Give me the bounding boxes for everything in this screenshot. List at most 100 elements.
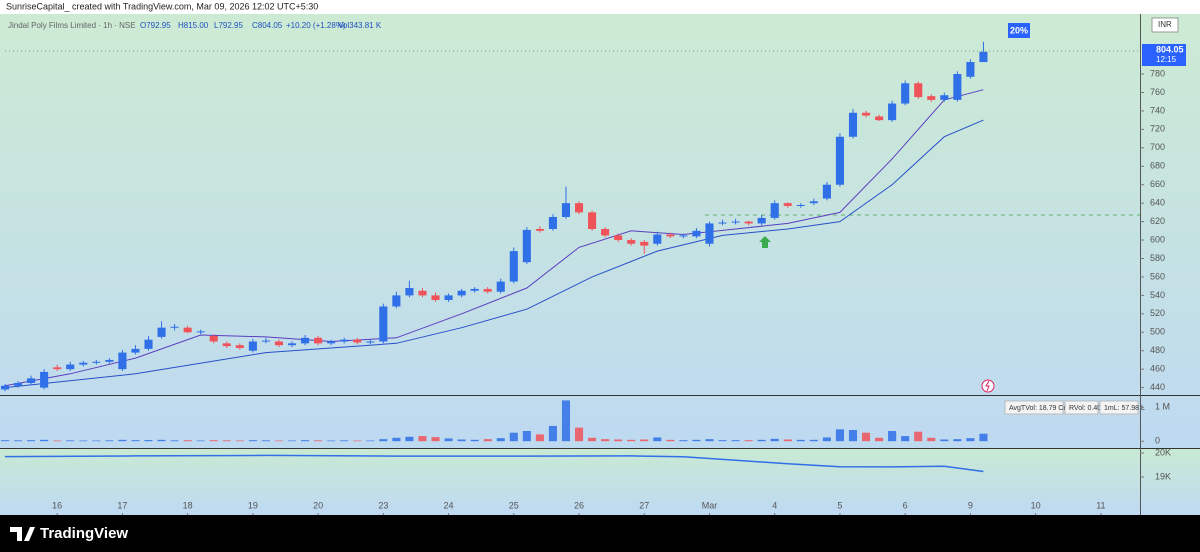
volume-bar — [483, 439, 492, 442]
volume-bar — [496, 438, 505, 442]
candle-body — [783, 203, 792, 206]
candle-body — [561, 203, 571, 217]
candle-body — [588, 212, 597, 229]
volume-bar — [522, 431, 531, 442]
y-tick-label: 660 — [1150, 179, 1165, 189]
background — [0, 0, 1200, 515]
volume-bar — [940, 439, 949, 442]
candle-body — [679, 235, 688, 237]
info-box — [1064, 400, 1099, 415]
candle-body — [248, 341, 257, 351]
volume-bar — [783, 439, 792, 442]
info-box — [1004, 400, 1064, 415]
volume-bar — [561, 400, 571, 442]
volume-bar — [548, 425, 557, 442]
x-tick-label: 23 — [378, 500, 388, 510]
volume-bar — [875, 437, 884, 442]
volume-bar — [248, 440, 257, 442]
volume-bar — [796, 439, 805, 442]
candle-body — [496, 281, 505, 292]
candle-body — [457, 290, 466, 296]
candle-body — [509, 251, 518, 282]
price-tag — [1142, 44, 1186, 66]
volume-bar — [379, 439, 388, 442]
candle-body — [183, 327, 192, 333]
volume-bar — [366, 440, 375, 442]
badge: 20% — [1010, 25, 1028, 35]
watermark: SunriseCapital_ created with TradingView… — [6, 1, 318, 11]
candle-body — [522, 229, 531, 263]
volume-bar — [470, 439, 479, 442]
volume-bar — [92, 440, 101, 442]
legend-change: +10.20 (+1.28%) — [286, 21, 346, 30]
volume-bar — [0, 440, 10, 442]
candle-body — [705, 223, 714, 244]
candle-body — [222, 343, 231, 347]
volume-bar — [301, 440, 310, 442]
candle-body — [640, 241, 649, 246]
volume-bar — [183, 440, 192, 442]
volume-bar — [53, 440, 62, 442]
x-tick-label: 4 — [772, 500, 777, 510]
volume-bar — [705, 439, 714, 442]
candle-body — [27, 378, 36, 384]
volume-bar — [666, 439, 675, 442]
volume-bar — [261, 440, 270, 442]
candle-body — [614, 235, 623, 241]
volume-bar — [79, 440, 88, 442]
candle-body — [353, 339, 362, 343]
candle-body — [405, 288, 414, 296]
volume-info: RVol: 0.40 — [1069, 405, 1101, 412]
indicator-tick-label: 19K — [1155, 471, 1171, 481]
y-tick-label: 760 — [1150, 87, 1165, 97]
candle-body — [927, 96, 936, 100]
y-tick-label: 540 — [1150, 290, 1165, 300]
candle-body — [444, 295, 453, 300]
volume-tick-label: 1 M — [1155, 402, 1170, 412]
candle-body — [301, 337, 310, 344]
candle-body — [888, 103, 897, 121]
x-tick-label: 11 — [1096, 500, 1105, 510]
volume-bar — [953, 439, 962, 442]
volume-tick-label: 0 — [1155, 436, 1160, 446]
candle-body — [14, 383, 23, 386]
x-tick-label: 18 — [183, 500, 193, 510]
x-tick-label: 27 — [639, 500, 649, 510]
candle-body — [966, 62, 975, 77]
volume-bar — [131, 440, 140, 442]
candle-body — [757, 217, 766, 224]
x-tick-label: 17 — [117, 500, 127, 510]
volume-bar — [196, 440, 205, 442]
volume-bar — [914, 431, 923, 442]
candle-body — [0, 385, 10, 390]
volume-bar — [405, 436, 414, 442]
currency-box[interactable] — [1151, 17, 1179, 33]
legend-close: C804.05 — [252, 21, 283, 30]
y-tick-label: 640 — [1150, 198, 1165, 208]
volume-bar — [105, 440, 114, 442]
volume-bar — [314, 440, 323, 442]
candle-body — [66, 364, 75, 370]
candle-body — [366, 341, 375, 343]
candle-body — [875, 116, 884, 121]
indicator-tick-label: 20K — [1155, 447, 1171, 457]
candle-body — [483, 288, 492, 292]
volume-info: 1mL: 57.98 L — [1104, 405, 1145, 412]
candle-body — [914, 83, 923, 98]
candle-body — [170, 326, 179, 328]
candle-body — [548, 216, 557, 229]
candle-body — [40, 371, 49, 388]
candle-body — [261, 340, 270, 342]
brand-logo — [10, 527, 35, 541]
volume-bar — [327, 440, 336, 442]
volume-bar — [353, 440, 362, 442]
volume-bar — [888, 431, 897, 442]
candle-body — [92, 361, 101, 363]
symbol: Jindal Poly Films Limited · 1h · NSE — [8, 21, 136, 30]
brand: TradingView — [40, 525, 128, 542]
volume-bar — [679, 440, 688, 442]
volume-bar — [861, 432, 871, 442]
volume-bar — [157, 439, 166, 442]
candle-body — [535, 228, 544, 231]
y-tick-label: 700 — [1150, 142, 1165, 152]
